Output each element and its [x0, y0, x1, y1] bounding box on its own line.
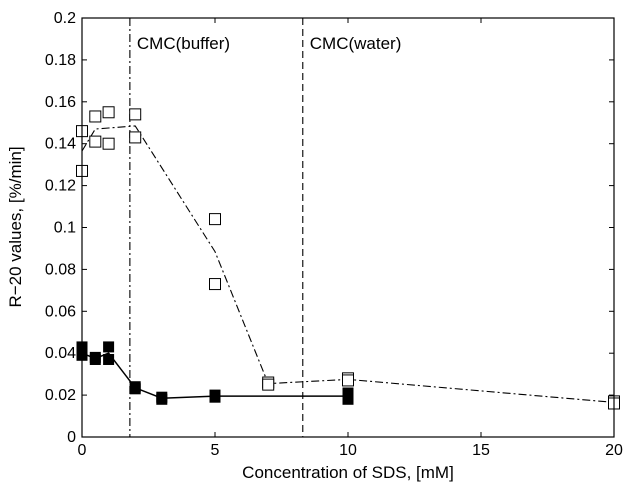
y-tick-label: 0.14: [45, 136, 76, 153]
y-tick-label: 0.18: [45, 52, 76, 69]
y-tick-label: 0.02: [45, 387, 76, 404]
cmc-label: CMC(water): [310, 34, 402, 53]
filled-square-point: [342, 393, 354, 405]
y-tick-label: 0.16: [45, 94, 76, 111]
filled-square-point: [156, 393, 168, 405]
open-square-point: [129, 131, 142, 144]
y-tick-label: 0.08: [45, 261, 76, 278]
open-square-point: [209, 213, 221, 226]
filled-square-point: [103, 341, 115, 353]
x-tick-label: 10: [339, 442, 357, 459]
y-tick-label: 0.06: [45, 303, 76, 320]
open-square-point: [209, 278, 221, 291]
cmc-label: CMC(buffer): [137, 34, 230, 53]
filled-square-point: [103, 353, 115, 365]
filled-square-point: [129, 383, 141, 395]
filled-square-point: [209, 389, 221, 401]
open-square-point: [89, 135, 102, 148]
y-tick-label: 0: [67, 429, 76, 446]
open-square-point: [129, 108, 142, 121]
filled-square-point: [89, 353, 101, 365]
y-tick-label: 0.2: [54, 10, 76, 27]
open-square-point: [89, 110, 102, 123]
y-axis-title: R−20 values, [%/min]: [6, 146, 25, 307]
open-square-point: [102, 106, 115, 119]
series-0-fit-line: [81, 125, 615, 403]
x-axis-title: Concentration of SDS, [mM]: [242, 463, 454, 482]
y-tick-label: 0.04: [45, 345, 76, 362]
open-square-point: [342, 374, 354, 387]
open-square-point: [262, 378, 275, 391]
axis-ticks: 0 5 10 15 20 0 0.02 0.04 0.06 0.08 0.1 0.12 0.14 0.16…: [45, 10, 623, 459]
cmc-lines: CMC(buffer) CMC(water): [129, 18, 402, 437]
y-tick-label: 0.12: [45, 178, 76, 195]
x-tick-label: 15: [472, 442, 490, 459]
x-tick-label: 0: [78, 442, 87, 459]
plot-background: [82, 18, 614, 437]
x-tick-label: 20: [605, 442, 623, 459]
open-square-point: [102, 137, 115, 150]
x-tick-label: 5: [211, 442, 220, 459]
y-tick-label: 0.1: [54, 220, 76, 237]
